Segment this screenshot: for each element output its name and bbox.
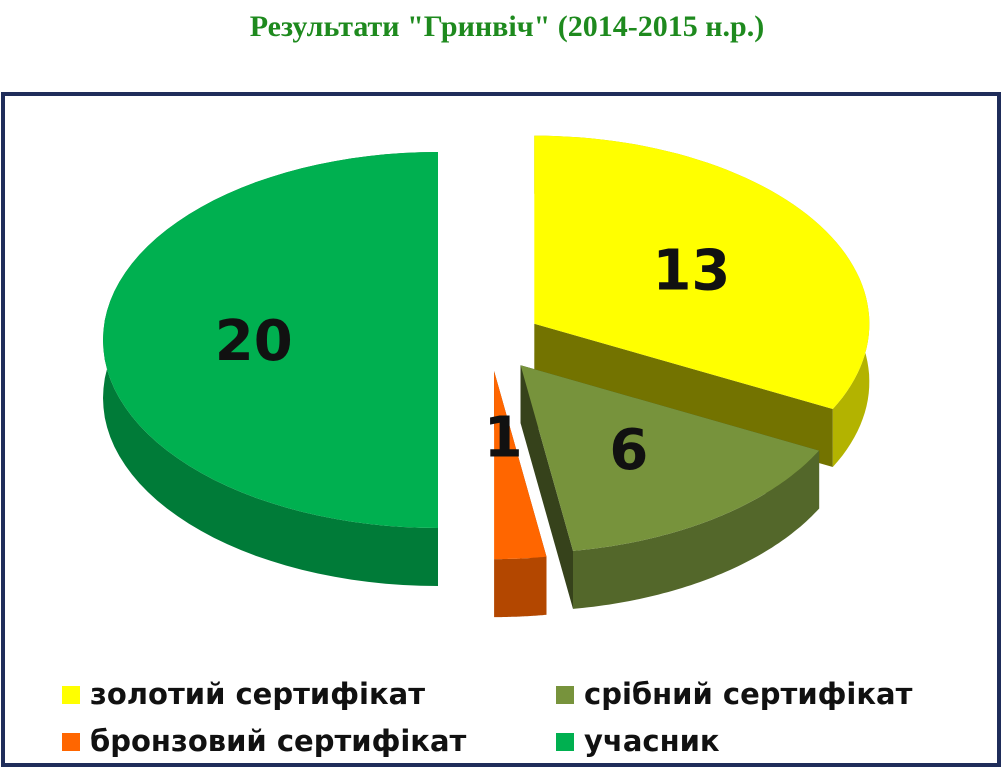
pie-slice [534,135,870,409]
data-label: 6 [609,418,648,483]
legend-label: учасник [584,724,720,758]
legend-swatch [556,733,574,751]
legend-swatch [556,686,574,704]
legend-label: бронзовий сертифікат [90,724,467,758]
legend-swatch [62,733,80,751]
data-label: 1 [484,406,523,471]
pie-slice [520,365,820,551]
data-label: 13 [652,239,730,304]
legend-label: срібний сертифікат [584,677,913,711]
pie-slice-side [494,556,547,618]
data-label: 20 [215,309,293,374]
legend-label: золотий сертифікат [90,677,425,711]
pie-slice [494,371,547,560]
chart-title: Результати "Гринвіч" (2014-2015 н.р.) [250,10,764,43]
pie-slice-side [573,450,820,609]
legend-swatch [62,686,80,704]
pie-slice [103,152,438,528]
pie-slice-wall [520,365,573,609]
pie-slice-wall [534,323,833,467]
